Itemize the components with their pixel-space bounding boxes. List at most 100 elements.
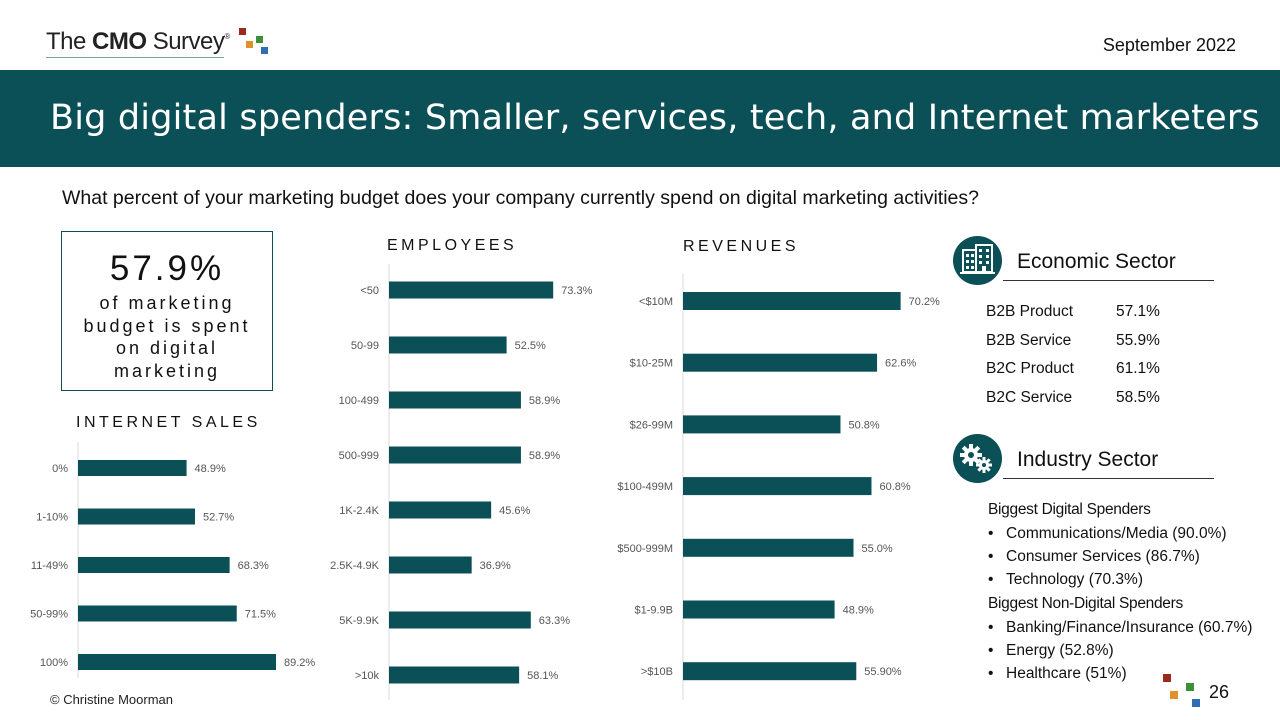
economic-sector-title: Economic Sector [1017,250,1176,273]
slide-title: Big digital spenders: Smaller, services,… [50,98,1260,138]
economic-row-value: 61.1% [1116,360,1160,377]
bar [683,538,854,557]
industry-sector-rule [1003,478,1214,479]
bar [78,557,230,573]
survey-question: What percent of your marketing budget do… [62,187,979,209]
copyright-notice: © Christine Moorman [50,692,174,707]
category-tick-label: >10k [355,670,380,682]
category-tick-label: 100-499 [339,395,379,407]
revenues-bar-chart: <$10M 70.2% $10-25M 62.6% $26-99M 50.8% $100-4… [617,274,940,700]
bar [78,508,195,525]
bar-data-label: 55.90% [864,666,902,678]
bar [389,666,520,684]
bar-data-label: 52.7% [203,512,234,524]
logo-square-blue [261,47,268,54]
footer-square-red [1163,674,1171,682]
footer-square-orange [1170,691,1178,699]
economic-row-value: 57.1% [1116,303,1160,320]
logo-underline [46,57,224,58]
bar-data-label: 58.9% [529,395,560,407]
category-tick-label: $1-9.9B [634,605,673,617]
bar-data-label: 45.6% [499,505,530,517]
bar-data-label: 60.8% [879,481,910,493]
bar [78,654,277,670]
bar [389,281,554,299]
category-tick-label: 11-49% [31,560,68,572]
economic-row-label: B2B Service [986,332,1072,349]
bar [389,391,521,409]
bar [389,501,492,519]
employees-chart-title: EMPLOYEES [387,237,518,254]
bar [389,336,507,354]
economic-sector-rule [1003,280,1214,281]
title-banner: Big digital spenders: Smaller, services,… [0,70,1280,167]
internet-sales-bar-chart: 0% 48.9% 1-10% 52.7% 11-49% 68.3% 50-99% 71.5% 1… [30,442,315,678]
bar [683,415,841,434]
bar-data-label: 58.9% [529,450,560,462]
overall-stat-box: 57.9% of marketing budget is spent on di… [61,231,273,391]
bar [389,611,531,629]
bar [78,460,187,476]
revenues-chart-title: REVENUES [683,238,800,255]
bar [683,292,901,310]
category-tick-label: >$10B [641,666,673,678]
bar [683,477,872,496]
industry-sector-title: Industry Sector [1017,448,1159,471]
bar-data-label: 70.2% [909,296,940,308]
bar-data-label: 50.8% [848,419,879,431]
bar-data-label: 36.9% [480,560,511,572]
logo-square-red [239,28,246,35]
overall-stat-text: of marketing budget is spent on digital … [83,293,251,381]
economic-row-label: B2C Product [986,360,1074,377]
economic-row-label: B2C Service [986,389,1073,406]
internet-sales-chart-title: INTERNET SALES [76,414,261,431]
industry-sector-icon-badge [953,434,1002,483]
category-tick-label: 0% [52,463,68,475]
category-tick-label: $100-499M [617,481,673,493]
category-tick-label: <$10M [639,296,673,308]
bar-data-label: 48.9% [195,463,226,475]
bar-data-label: 48.9% [843,605,874,617]
digital-spender-item: • Technology (70.3%) [988,571,1143,588]
economic-row-value: 55.9% [1116,332,1160,349]
economic-sector-icon-badge [953,236,1002,285]
page-number: 26 [1209,682,1230,702]
footer-square-blue [1192,699,1200,707]
bar-data-label: 62.6% [885,358,916,370]
category-tick-label: 2.5K-4.9K [330,560,380,572]
category-tick-label: $500-999M [617,543,673,555]
bar-data-label: 89.2% [284,657,315,669]
logo-square-green [256,36,263,43]
category-tick-label: 1-10% [36,512,68,524]
employees-bar-chart: <50 73.3% 50-99 52.5% 100-499 58.9% 500-999 58.… [330,264,593,700]
overall-stat-value: 57.9% [109,249,225,288]
bar [78,605,237,622]
economic-row-value: 58.5% [1116,389,1160,406]
bar [683,600,835,619]
bar-data-label: 63.3% [539,615,570,627]
digital-spender-item: • Communications/Media (90.0%) [988,525,1227,542]
bar-data-label: 71.5% [245,609,276,621]
category-tick-label: 100% [40,657,68,669]
bar [389,556,472,574]
category-tick-label: 500-999 [339,450,379,462]
bar-data-label: 68.3% [238,560,269,572]
economic-row-label: B2B Product [986,303,1074,320]
gears-icon [960,444,992,473]
logo-square-orange [246,41,253,48]
category-tick-label: $10-25M [630,358,673,370]
digital-spender-item: • Consumer Services (86.7%) [988,548,1200,565]
non-digital-spender-item: • Healthcare (51%) [988,665,1127,682]
report-date: September 2022 [1102,35,1236,55]
buildings-icon [960,244,995,274]
category-tick-label: 50-99 [351,340,379,352]
category-tick-label: 1K-2.4K [339,505,379,517]
bar-data-label: 55.0% [862,543,893,555]
bar [389,446,521,464]
bar-data-label: 73.3% [561,285,592,297]
non-digital-spenders-heading: Biggest Non-Digital Spenders [988,595,1183,612]
bar-data-label: 58.1% [527,670,558,682]
logo-wordmark: The CMO Survey® [46,28,230,55]
bar [683,662,857,681]
digital-spenders-heading: Biggest Digital Spenders [988,501,1151,518]
